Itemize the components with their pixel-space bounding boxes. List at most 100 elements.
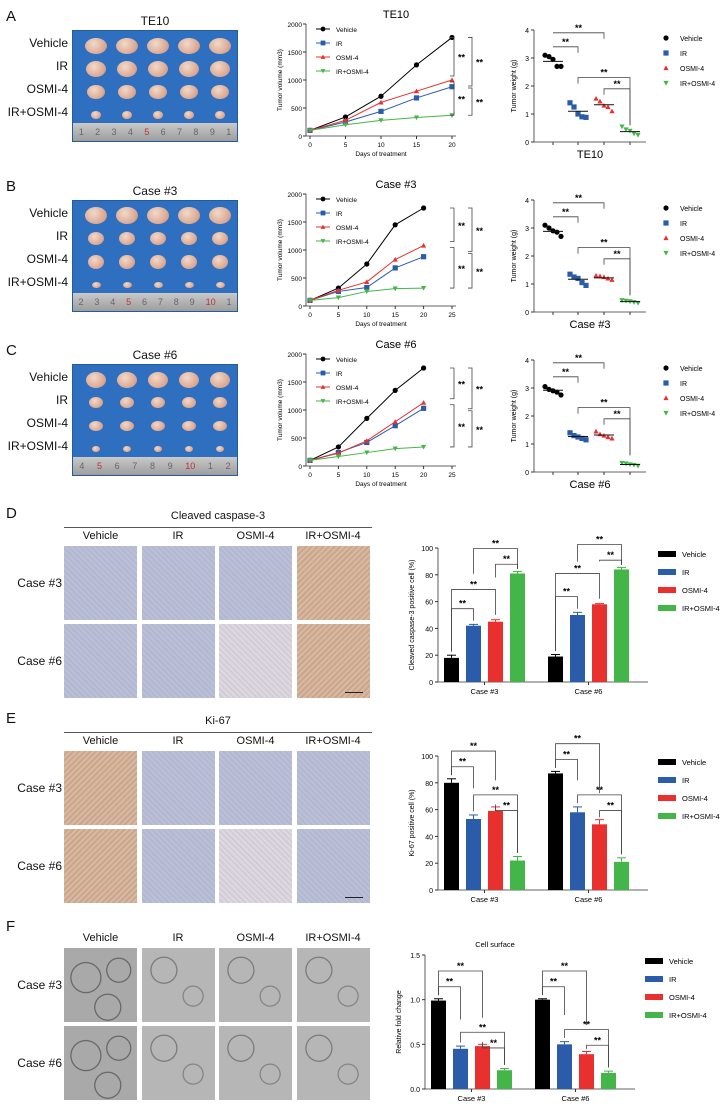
photo-title-b: Case #3	[132, 184, 178, 198]
marker	[421, 405, 427, 411]
marker	[663, 250, 669, 256]
sig-bracket	[450, 207, 455, 242]
tumor	[92, 445, 100, 452]
marker	[364, 289, 370, 295]
y-tick-label: 80	[425, 781, 433, 788]
micrograph-tile	[219, 751, 292, 825]
marker	[542, 384, 548, 390]
chart-title: Case #3	[376, 179, 417, 191]
marker	[421, 444, 427, 450]
marker	[597, 273, 603, 279]
sig-label: **	[563, 749, 571, 759]
y-tick-label: 3	[525, 386, 529, 393]
y-axis-label: Tumor weight (g)	[511, 60, 518, 113]
sig-bracket	[482, 1041, 505, 1065]
row-label: Vehicle	[29, 370, 68, 384]
sig-label: **	[613, 409, 621, 419]
micrograph-tile	[219, 948, 292, 1022]
tumor	[85, 37, 107, 54]
x-tick-label: Case #6	[575, 687, 603, 696]
sig-label: **	[492, 539, 500, 549]
micrograph-tile	[64, 829, 137, 903]
case-label: Case #6	[17, 859, 62, 873]
marker	[623, 127, 629, 132]
legend-label: IR	[680, 221, 687, 228]
marker	[320, 26, 326, 32]
micrograph-tile	[219, 546, 292, 620]
sig-label: **	[458, 264, 466, 274]
tumor	[178, 37, 200, 54]
sig-label: **	[550, 977, 558, 987]
sig-bracket	[553, 216, 579, 223]
marker	[609, 277, 615, 282]
column-header: IR+OSMI-4	[305, 735, 361, 747]
marker	[550, 56, 556, 63]
panel-letter-f: F	[6, 918, 16, 935]
y-tick-label: 1.5	[410, 953, 420, 960]
scale-bar	[344, 897, 363, 898]
marker	[623, 298, 629, 304]
legend-label: Vehicle	[669, 957, 693, 966]
ruler: 2 3 4 5 6 7 8 9 10 1	[73, 293, 237, 311]
marker	[378, 99, 384, 105]
case-label: Case #3	[17, 978, 62, 992]
sig-label: **	[459, 757, 467, 767]
y-tick-label: 500	[291, 276, 302, 283]
legend-label: IR	[336, 371, 343, 378]
sig-label: **	[561, 961, 569, 971]
legend-swatch	[658, 795, 676, 801]
tumor-photo-c: 4 5 6 7 8 9 10 1 2	[72, 364, 238, 476]
y-tick-label: 3	[525, 56, 529, 63]
marker	[421, 254, 427, 260]
y-tick-label: 0	[525, 310, 529, 317]
marker	[631, 462, 637, 468]
tumor	[86, 371, 106, 388]
sig-label: **	[470, 580, 478, 590]
x-tick-label: 0	[308, 142, 312, 149]
x-tick-label: 0	[308, 472, 312, 479]
chart-title: Case #6	[376, 339, 417, 351]
column-header: OSMI-4	[236, 932, 275, 944]
sig-label: **	[458, 221, 466, 231]
sig-label: **	[574, 563, 582, 573]
y-tick-label: 1000	[288, 408, 303, 415]
column-header: IR+OSMI-4	[305, 932, 361, 944]
legend-swatch	[645, 1012, 663, 1018]
marker	[421, 242, 427, 248]
marker	[583, 437, 589, 443]
column-header: IR	[172, 735, 184, 747]
tumor	[123, 445, 131, 452]
bar	[444, 657, 459, 682]
x-tick-label: 0	[308, 312, 312, 319]
sig-label: **	[600, 68, 608, 78]
case-label: Case #6	[17, 654, 62, 668]
y-axis-label: Tumor volume (mm3)	[277, 379, 284, 441]
marker	[619, 298, 625, 303]
marker	[663, 395, 669, 401]
tumor	[181, 254, 197, 269]
legend-swatch	[645, 994, 663, 1000]
legend-label: Vehicle	[680, 36, 703, 43]
sig-label: **	[563, 587, 571, 597]
marker	[335, 444, 341, 450]
x-tick-label: 20	[448, 142, 456, 149]
column-header: IR	[172, 530, 184, 542]
y-tick-label: 80	[425, 573, 433, 580]
x-tick-label: 20	[420, 312, 428, 319]
marker	[575, 111, 581, 117]
sig-bracket	[468, 367, 473, 410]
tumor	[118, 84, 136, 99]
bar	[548, 656, 563, 682]
y-tick-label: 2000	[288, 22, 303, 29]
legend-label: IR+OSMI-4	[336, 69, 369, 76]
sig-label: **	[562, 37, 570, 47]
micrograph-tile	[141, 1026, 215, 1100]
sig-label: **	[490, 1038, 498, 1048]
y-tick-label: 500	[291, 106, 302, 113]
marker	[342, 114, 349, 120]
row-label: IR	[56, 229, 68, 243]
marker	[320, 224, 326, 229]
y-tick-label: 20	[425, 653, 433, 660]
sig-bracket	[553, 32, 605, 39]
